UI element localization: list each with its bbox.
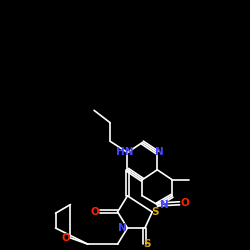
Text: N: N xyxy=(118,223,127,233)
Text: N: N xyxy=(155,148,164,158)
Text: HN: HN xyxy=(116,148,134,158)
Text: N: N xyxy=(160,200,169,209)
Text: S: S xyxy=(144,239,151,249)
Text: O: O xyxy=(91,207,100,217)
Text: O: O xyxy=(180,198,189,208)
Text: O: O xyxy=(61,233,70,243)
Text: S: S xyxy=(151,207,158,217)
